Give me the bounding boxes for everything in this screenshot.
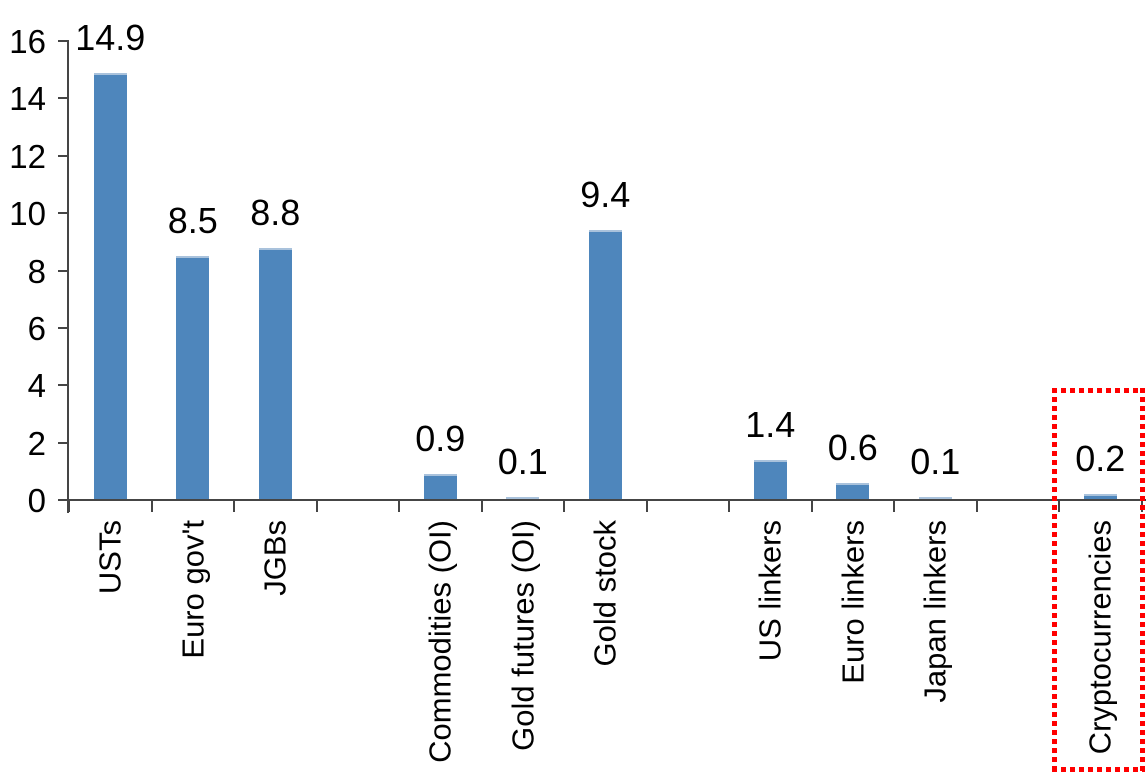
- x-label-jgbs: JGBs: [257, 520, 293, 596]
- bar-jgbs: [258, 248, 292, 500]
- y-tick-16: [58, 40, 69, 42]
- y-tick-2: [58, 442, 69, 444]
- x-boundary-tick-3: [316, 500, 318, 512]
- bar-euro-linkers: [836, 483, 870, 500]
- y-tick-label-0: 0: [27, 482, 46, 519]
- x-boundary-tick-6: [563, 500, 565, 512]
- bar-value-japan-linkers: 0.1: [910, 441, 961, 482]
- y-tick-label-16: 16: [9, 23, 46, 60]
- x-boundary-tick-7: [646, 500, 648, 512]
- x-label-wrap-gold-stock: Gold stock: [587, 520, 623, 667]
- y-tick-12: [58, 155, 69, 157]
- x-label-gold-futures-oi: Gold futures (OI): [505, 520, 541, 751]
- y-tick-label-4: 4: [27, 367, 46, 404]
- x-label-wrap-commodities-oi: Commodities (OI): [422, 520, 458, 763]
- x-label-wrap-us-linkers: US linkers: [752, 520, 788, 662]
- bar-us-linkers: [753, 460, 787, 500]
- highlight-dotted-box: [1052, 388, 1145, 772]
- x-boundary-tick-5: [481, 500, 483, 512]
- bar-euro-gov-t: [176, 256, 210, 500]
- bar-value-commodities-oi: 0.9: [415, 418, 466, 459]
- x-label-euro-linkers: Euro linkers: [835, 520, 871, 684]
- x-label-japan-linkers: Japan linkers: [917, 520, 953, 703]
- x-label-wrap-jgbs: JGBs: [257, 520, 293, 596]
- bar-value-euro-gov-t: 8.5: [167, 200, 218, 241]
- x-label-us-linkers: US linkers: [752, 520, 788, 662]
- bar-value-euro-linkers: 0.6: [827, 427, 878, 468]
- x-label-wrap-usts: USTs: [92, 520, 128, 595]
- bar-value-gold-futures-oi: 0.1: [497, 441, 548, 482]
- y-tick-label-8: 8: [27, 253, 46, 290]
- x-boundary-tick-10: [893, 500, 895, 512]
- x-label-wrap-euro-gov-t: Euro gov't: [175, 520, 211, 659]
- y-tick-6: [58, 327, 69, 329]
- x-label-euro-gov-t: Euro gov't: [175, 520, 211, 659]
- x-boundary-tick-2: [233, 500, 235, 512]
- y-tick-label-10: 10: [9, 195, 46, 232]
- bar-gold-futures-oi: [506, 497, 540, 500]
- x-boundary-tick-1: [151, 500, 153, 512]
- y-tick-4: [58, 384, 69, 386]
- bar-usts: [93, 73, 127, 500]
- bar-japan-linkers: [918, 497, 952, 500]
- y-tick-8: [58, 270, 69, 272]
- bar-value-us-linkers: 1.4: [745, 404, 796, 445]
- x-boundary-tick-11: [976, 500, 978, 512]
- bar-value-usts: 14.9: [75, 17, 146, 58]
- y-tick-label-6: 6: [27, 310, 46, 347]
- bar-gold-stock: [588, 230, 622, 500]
- y-tick-label-14: 14: [9, 80, 46, 117]
- x-boundary-tick-8: [728, 500, 730, 512]
- y-tick-10: [58, 212, 69, 214]
- bar-commodities-oi: [423, 474, 457, 500]
- x-label-gold-stock: Gold stock: [587, 520, 623, 667]
- y-tick-14: [58, 97, 69, 99]
- x-axis-line: [67, 499, 1146, 501]
- y-axis-line: [67, 40, 69, 513]
- x-boundary-tick-9: [811, 500, 813, 512]
- y-tick-0: [58, 499, 69, 501]
- x-boundary-tick-4: [398, 500, 400, 512]
- bar-value-gold-stock: 9.4: [580, 174, 631, 215]
- x-label-commodities-oi: Commodities (OI): [422, 520, 458, 763]
- bar-value-jgbs: 8.8: [250, 192, 301, 233]
- y-tick-label-12: 12: [9, 138, 46, 175]
- x-label-wrap-euro-linkers: Euro linkers: [835, 520, 871, 684]
- y-tick-label-2: 2: [27, 425, 46, 462]
- x-label-usts: USTs: [92, 520, 128, 595]
- x-boundary-tick-0: [68, 500, 70, 512]
- x-label-wrap-gold-futures-oi: Gold futures (OI): [505, 520, 541, 751]
- x-label-wrap-japan-linkers: Japan linkers: [917, 520, 953, 703]
